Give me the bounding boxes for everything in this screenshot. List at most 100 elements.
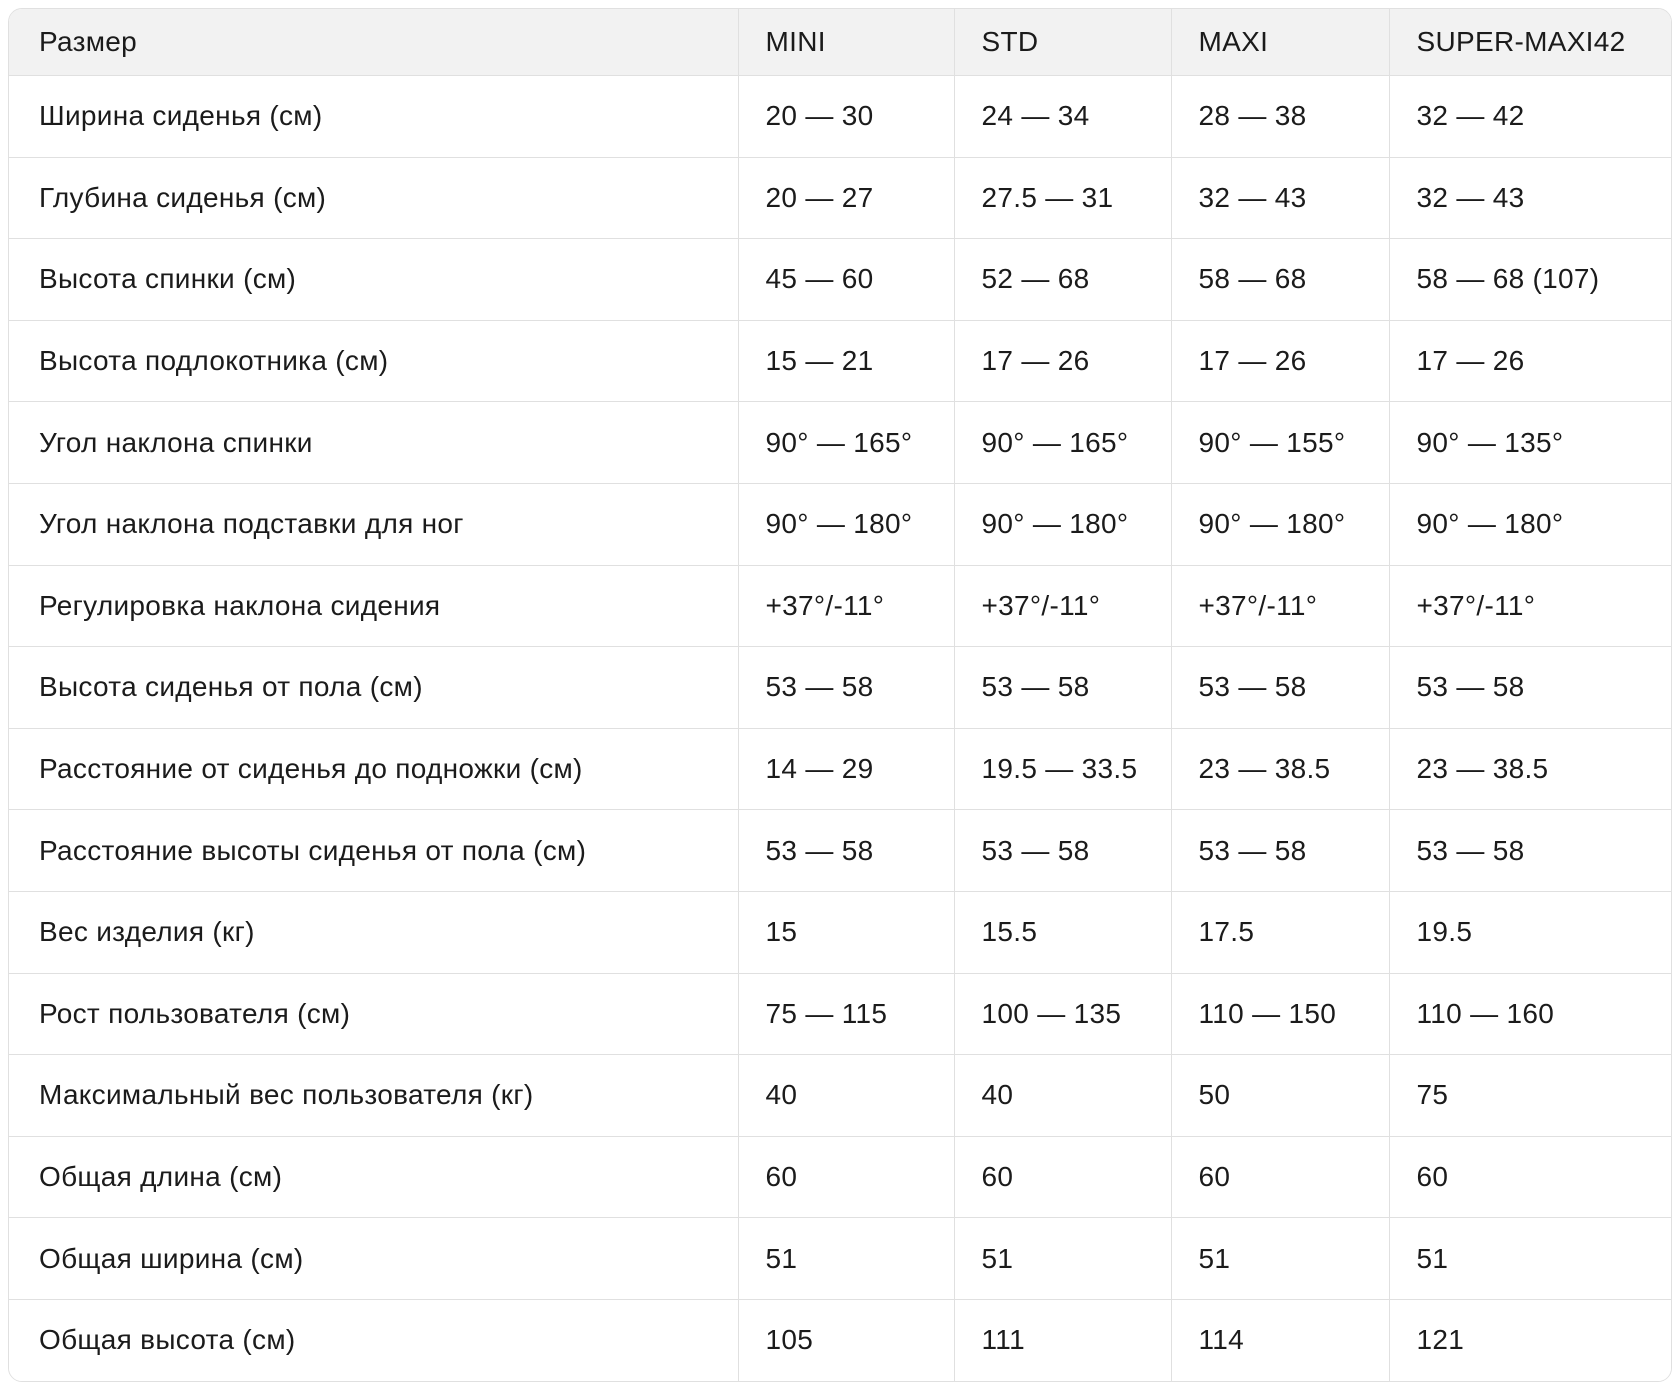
- cell-value: 19.5 — 33.5: [953, 727, 1171, 810]
- row-label: Общая ширина (см): [9, 1217, 738, 1300]
- row-label: Угол наклона спинки: [9, 401, 738, 484]
- row-label: Максимальный вес пользователя (кг): [9, 1054, 738, 1137]
- cell-value: 60: [1388, 1135, 1671, 1218]
- table-row: Ширина сиденья (см) 20 — 30 24 — 34 28 — 38…: [9, 75, 1671, 158]
- cell-value: 51: [1170, 1217, 1389, 1300]
- table-row: Вес изделия (кг) 15 15.5 17.5 19.5: [9, 890, 1671, 974]
- cell-value: 53 — 58: [1388, 809, 1671, 892]
- cell-value: 100 — 135: [953, 972, 1171, 1055]
- table-row: Высота сиденья от пола (см) 53 — 58 53 — 5…: [9, 646, 1671, 729]
- cell-value: 15 — 21: [737, 319, 954, 402]
- cell-value: 53 — 58: [1170, 809, 1389, 892]
- table-row: Высота спинки (см) 45 — 60 52 — 68 58 — 68 5…: [9, 238, 1671, 321]
- row-label: Вес изделия (кг): [9, 890, 738, 974]
- cell-value: 53 — 58: [953, 646, 1171, 729]
- cell-value: 23 — 38.5: [1388, 727, 1671, 810]
- cell-value: 17 — 26: [1388, 319, 1671, 402]
- cell-value: 53 — 58: [1170, 646, 1389, 729]
- row-label: Рост пользователя (см): [9, 972, 738, 1055]
- row-label: Общая высота (см): [9, 1298, 738, 1381]
- column-header: MAXI: [1170, 9, 1389, 76]
- row-label: Расстояние от сиденья до подножки (см): [9, 727, 738, 810]
- cell-value: 24 — 34: [953, 75, 1171, 158]
- cell-value: 110 — 150: [1170, 972, 1389, 1055]
- cell-value: 90° — 155°: [1170, 401, 1389, 484]
- column-header: MINI: [737, 9, 954, 76]
- cell-value: +37°/-11°: [1388, 564, 1671, 647]
- cell-value: 90° — 180°: [1170, 482, 1389, 566]
- cell-value: 58 — 68: [1170, 238, 1389, 321]
- cell-value: 90° — 165°: [737, 401, 954, 484]
- header-size-label: Размер: [9, 9, 738, 76]
- spec-table: Размер MINI STD MAXI SUPER-MAXI42 Ширина си…: [8, 8, 1672, 1382]
- cell-value: +37°/-11°: [737, 564, 954, 647]
- cell-value: 90° — 180°: [737, 482, 954, 566]
- row-label: Регулировка наклона сидения: [9, 564, 738, 647]
- spec-table-grid: Размер MINI STD MAXI SUPER-MAXI42 Ширина си…: [9, 9, 1671, 1381]
- cell-value: 53 — 58: [737, 646, 954, 729]
- cell-value: 90° — 180°: [953, 482, 1171, 566]
- row-label: Высота спинки (см): [9, 238, 738, 321]
- cell-value: 17.5: [1170, 890, 1389, 974]
- cell-value: 20 — 30: [737, 75, 954, 158]
- cell-value: 15: [737, 890, 954, 974]
- cell-value: 32 — 42: [1388, 75, 1671, 158]
- cell-value: 110 — 160: [1388, 972, 1671, 1055]
- cell-value: 114: [1170, 1298, 1389, 1381]
- cell-value: 105: [737, 1298, 954, 1381]
- table-row: Расстояние от сиденья до подножки (см) 14…: [9, 727, 1671, 810]
- cell-value: 17 — 26: [953, 319, 1171, 402]
- row-label: Высота подлокотника (см): [9, 319, 738, 402]
- table-row: Глубина сиденья (см) 20 — 27 27.5 — 31 32 —…: [9, 156, 1671, 239]
- cell-value: 52 — 68: [953, 238, 1171, 321]
- cell-value: 90° — 180°: [1388, 482, 1671, 566]
- cell-value: 53 — 58: [953, 809, 1171, 892]
- cell-value: 60: [1170, 1135, 1389, 1218]
- row-label: Высота сиденья от пола (см): [9, 646, 738, 729]
- table-row: Общая длина (см) 60 60 60 60: [9, 1135, 1671, 1218]
- cell-value: 32 — 43: [1388, 156, 1671, 239]
- table-row: Общая ширина (см) 51 51 51 51: [9, 1217, 1671, 1300]
- table-row: Расстояние высоты сиденья от пола (см) 53…: [9, 809, 1671, 892]
- cell-value: 60: [953, 1135, 1171, 1218]
- cell-value: 45 — 60: [737, 238, 954, 321]
- cell-value: 17 — 26: [1170, 319, 1389, 402]
- cell-value: 51: [953, 1217, 1171, 1300]
- cell-value: 90° — 135°: [1388, 401, 1671, 484]
- cell-value: 32 — 43: [1170, 156, 1389, 239]
- cell-value: 14 — 29: [737, 727, 954, 810]
- column-header: STD: [953, 9, 1171, 76]
- cell-value: 51: [1388, 1217, 1671, 1300]
- table-row: Регулировка наклона сидения +37°/-11° +37°…: [9, 564, 1671, 647]
- cell-value: 27.5 — 31: [953, 156, 1171, 239]
- table-head: Размер MINI STD MAXI SUPER-MAXI42: [9, 9, 1671, 76]
- cell-value: 51: [737, 1217, 954, 1300]
- column-header: SUPER-MAXI42: [1388, 9, 1671, 76]
- cell-value: 58 — 68 (107): [1388, 238, 1671, 321]
- row-label: Глубина сиденья (см): [9, 156, 738, 239]
- cell-value: 121: [1388, 1298, 1671, 1381]
- row-label: Общая длина (см): [9, 1135, 738, 1218]
- cell-value: 23 — 38.5: [1170, 727, 1389, 810]
- cell-value: 19.5: [1388, 890, 1671, 974]
- table-row: Рост пользователя (см) 75 — 115 100 — 135 1…: [9, 972, 1671, 1055]
- cell-value: 53 — 58: [737, 809, 954, 892]
- cell-value: 20 — 27: [737, 156, 954, 239]
- cell-value: +37°/-11°: [1170, 564, 1389, 647]
- cell-value: 40: [737, 1054, 954, 1137]
- cell-value: 53 — 58: [1388, 646, 1671, 729]
- table-row: Общая высота (см) 105 111 114 121: [9, 1298, 1671, 1381]
- cell-value: 50: [1170, 1054, 1389, 1137]
- table-row: Максимальный вес пользователя (кг) 40 40 50…: [9, 1054, 1671, 1137]
- cell-value: 90° — 165°: [953, 401, 1171, 484]
- table-row: Угол наклона спинки 90° — 165° 90° — 165° 9…: [9, 401, 1671, 484]
- cell-value: 75 — 115: [737, 972, 954, 1055]
- header-row: Размер MINI STD MAXI SUPER-MAXI42: [9, 9, 1671, 76]
- table-row: Высота подлокотника (см) 15 — 21 17 — 26 17…: [9, 319, 1671, 402]
- table-row: Угол наклона подставки для ног 90° — 180°…: [9, 482, 1671, 566]
- cell-value: +37°/-11°: [953, 564, 1171, 647]
- cell-value: 40: [953, 1054, 1171, 1137]
- cell-value: 15.5: [953, 890, 1171, 974]
- row-label: Расстояние высоты сиденья от пола (см): [9, 809, 738, 892]
